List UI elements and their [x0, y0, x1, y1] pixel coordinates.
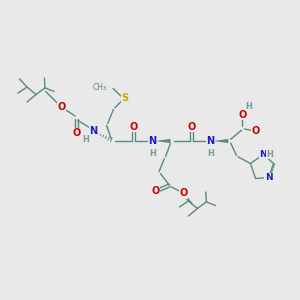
Text: O: O: [129, 122, 138, 132]
Text: O: O: [179, 188, 188, 199]
Text: N: N: [265, 173, 272, 182]
Text: N: N: [89, 125, 97, 136]
Text: H: H: [267, 150, 273, 159]
Polygon shape: [213, 139, 228, 143]
Text: H: H: [245, 102, 252, 111]
Text: O: O: [251, 126, 260, 136]
Text: H: H: [149, 148, 156, 158]
Text: O: O: [72, 128, 81, 139]
Text: H: H: [82, 135, 89, 144]
Text: N: N: [206, 136, 215, 146]
Text: O: O: [187, 122, 196, 132]
Text: S: S: [121, 93, 128, 103]
Text: O: O: [238, 110, 247, 120]
Text: N: N: [260, 150, 267, 159]
Text: N: N: [148, 136, 157, 146]
Polygon shape: [155, 139, 170, 143]
Text: O: O: [57, 101, 66, 112]
Text: CH₃: CH₃: [93, 83, 107, 92]
Text: H: H: [207, 148, 214, 158]
Text: O: O: [151, 186, 160, 197]
